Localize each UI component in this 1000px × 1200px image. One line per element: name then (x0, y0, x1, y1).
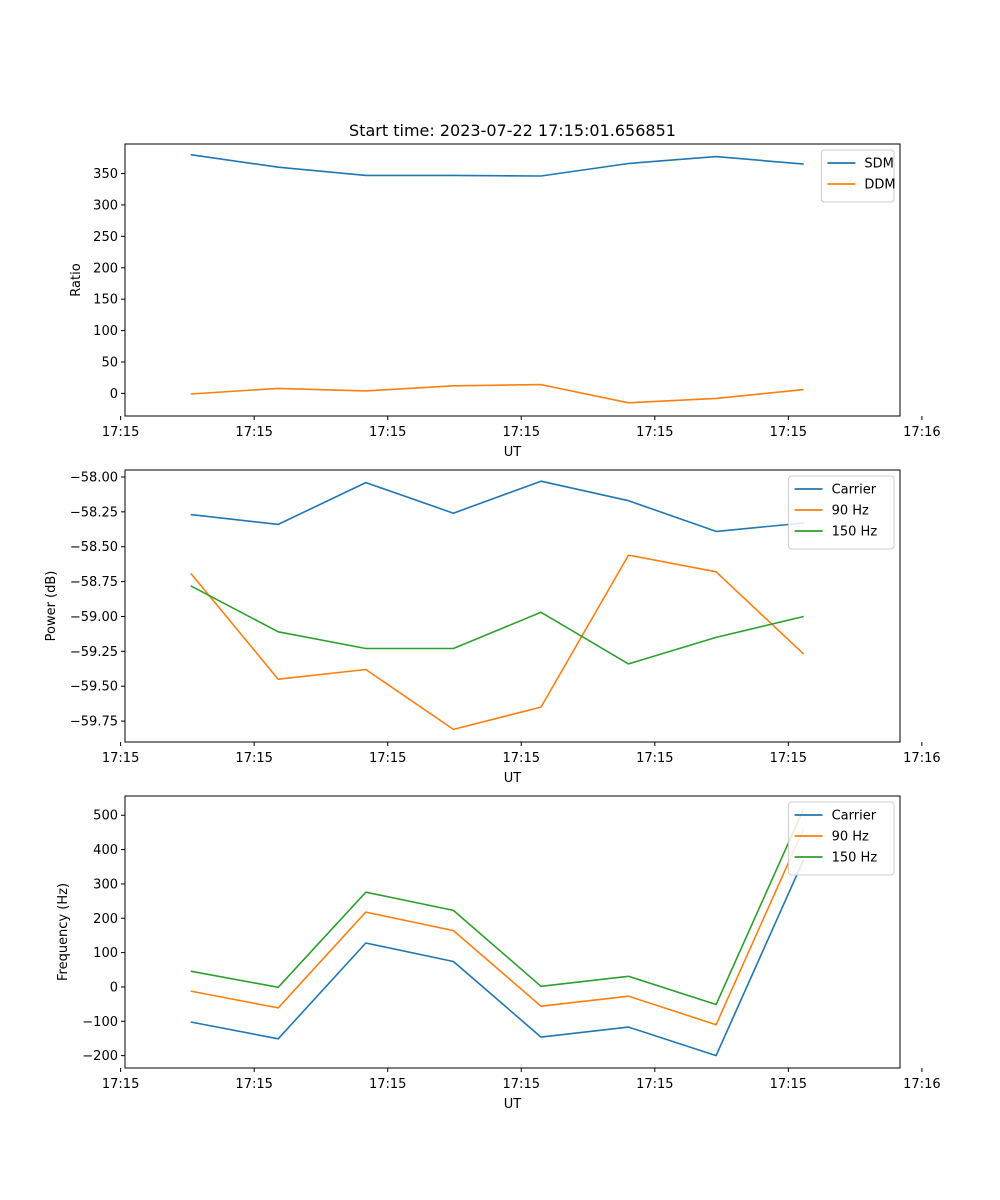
legend: SDM DDM (820, 149, 896, 203)
x-tick-label: 17:15 (235, 425, 272, 440)
y-axis-label: Power (dB) (44, 571, 59, 642)
series-line-ddm (190, 383, 804, 404)
y-tick-label: 400 (93, 843, 118, 858)
x-tick-label: 17:15 (503, 1077, 540, 1092)
series-line-150-hz (190, 808, 805, 1006)
y-axis-label: Frequency (Hz) (56, 883, 71, 981)
series-line-90-hz (190, 828, 805, 1026)
chart-title: Start time: 2023-07-22 17:15:01.656851 (349, 121, 676, 140)
y-tick-label: 0 (110, 980, 118, 995)
x-tick-label: 17:15 (636, 425, 673, 440)
plot-area: −200 −100 0 100 200 300 400 500 17:15 17:15 17:15 1… (82, 801, 941, 1092)
y-tick-label: −58.75 (70, 575, 118, 590)
y-tick-label: −59.50 (70, 680, 118, 695)
x-tick-label: 17:15 (503, 751, 540, 766)
y-tick-label: −59.75 (70, 715, 118, 730)
y-tick-label: −59.25 (70, 645, 118, 660)
legend-label: 90 Hz (832, 830, 869, 845)
y-axis-label: Ratio (69, 263, 84, 296)
series-line-150-hz (190, 585, 804, 665)
panel-ratio: Start time: 2023-07-22 17:15:01.656851 0… (69, 121, 941, 460)
y-tick-label: −100 (82, 1015, 118, 1030)
x-tick-label: 17:16 (903, 1077, 940, 1092)
y-tick-label: 150 (93, 293, 118, 308)
plot-area: 0 50 100 150 200 250 300 350 17:15 17:15 17:15 17:1… (93, 149, 941, 440)
x-tick-label: 17:15 (503, 425, 540, 440)
y-tick-label: 50 (101, 355, 118, 370)
y-tick-label: −58.00 (70, 470, 118, 485)
series-line-carrier (190, 859, 805, 1057)
y-tick-label: −58.50 (70, 540, 118, 555)
y-tick-label: 500 (93, 809, 118, 824)
y-tick-label: 250 (93, 230, 118, 245)
axes-frame (124, 469, 901, 743)
y-tick-label: −200 (82, 1049, 118, 1064)
legend-label: SDM (864, 157, 893, 172)
legend-label: 150 Hz (832, 525, 878, 540)
x-tick-label: 17:15 (636, 1077, 673, 1092)
legend-label: Carrier (832, 483, 877, 498)
x-tick-label: 17:15 (369, 1077, 406, 1092)
x-tick-label: 17:15 (636, 751, 673, 766)
axes-frame (124, 795, 901, 1069)
x-axis-label: UT (504, 771, 522, 786)
x-tick-label: 17:15 (770, 425, 807, 440)
series-line-sdm (190, 153, 804, 177)
x-tick-label: 17:16 (903, 425, 940, 440)
legend-label: Carrier (832, 809, 877, 824)
x-tick-label: 17:15 (770, 751, 807, 766)
x-tick-label: 17:15 (235, 1077, 272, 1092)
legend-label: 150 Hz (832, 851, 878, 866)
x-tick-label: 17:15 (770, 1077, 807, 1092)
y-tick-label: −58.25 (70, 505, 118, 520)
y-tick-label: 350 (93, 167, 118, 182)
y-tick-label: 100 (93, 946, 118, 961)
x-tick-label: 17:15 (102, 425, 139, 440)
legend: Carrier 90 Hz 150 Hz (788, 801, 895, 876)
x-tick-label: 17:15 (102, 751, 139, 766)
axes-frame (124, 143, 901, 417)
y-tick-label: −59.00 (70, 610, 118, 625)
x-tick-label: 17:15 (102, 1077, 139, 1092)
x-tick-label: 17:15 (369, 751, 406, 766)
y-tick-label: 300 (93, 198, 118, 213)
x-tick-label: 17:15 (235, 751, 272, 766)
series-line-90-hz (190, 554, 805, 731)
legend: Carrier 90 Hz 150 Hz (788, 475, 895, 550)
x-axis-label: UT (504, 445, 522, 460)
legend-label: 90 Hz (832, 504, 869, 519)
panel-power: −59.75 −59.50 −59.25 −59.00 −58.75 −58.50 −58.… (44, 469, 941, 786)
y-tick-label: 300 (93, 877, 118, 892)
y-tick-label: 100 (93, 324, 118, 339)
x-tick-label: 17:16 (903, 751, 940, 766)
y-tick-label: 200 (93, 912, 118, 927)
legend-label: DDM (864, 178, 895, 193)
y-tick-label: 200 (93, 261, 118, 276)
y-tick-label: 0 (110, 387, 118, 402)
x-tick-label: 17:15 (369, 425, 406, 440)
panel-frequency: −200 −100 0 100 200 300 400 500 17:15 17:15 17:15 1… (56, 795, 941, 1112)
x-axis-label: UT (504, 1097, 522, 1112)
plot-area: −59.75 −59.50 −59.25 −59.00 −58.75 −58.50 −58.… (70, 470, 941, 766)
series-line-carrier (190, 480, 804, 533)
